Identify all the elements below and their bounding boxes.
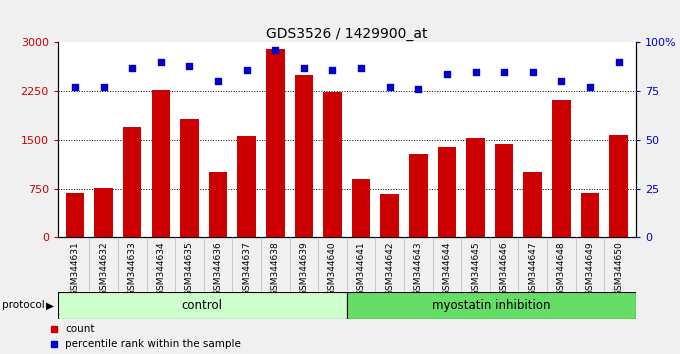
Title: GDS3526 / 1429900_at: GDS3526 / 1429900_at (266, 28, 428, 41)
Text: GSM344634: GSM344634 (156, 241, 165, 296)
Point (69, 84, 80, 90)
Point (327, 67, 338, 73)
Bar (58, 292, 347, 319)
Point (356, 65, 367, 70)
Bar (123, 127, 141, 237)
Point (528, 69, 539, 74)
Text: GSM344635: GSM344635 (185, 241, 194, 296)
Text: ▶: ▶ (46, 300, 54, 310)
Bar (409, 154, 428, 237)
Bar (266, 49, 284, 237)
Bar (180, 119, 199, 237)
Text: GSM344650: GSM344650 (614, 241, 623, 296)
Text: GSM344643: GSM344643 (414, 241, 423, 296)
Text: GSM344637: GSM344637 (242, 241, 251, 296)
Bar (581, 193, 599, 237)
Point (98, 84, 109, 90)
Text: percentile rank within the sample: percentile rank within the sample (65, 339, 241, 349)
Point (413, 86, 424, 92)
Text: protocol: protocol (2, 300, 45, 310)
Point (585, 84, 596, 90)
Bar (552, 100, 571, 237)
Bar (352, 179, 371, 237)
Text: myostatin inhibition: myostatin inhibition (432, 299, 551, 312)
Point (470, 69, 481, 74)
Point (126, 65, 137, 70)
Point (613, 59, 624, 65)
Point (498, 69, 509, 74)
Point (213, 79, 224, 84)
Bar (152, 90, 170, 237)
Text: GSM344633: GSM344633 (128, 241, 137, 296)
Text: GSM344645: GSM344645 (471, 241, 480, 296)
Text: GSM344631: GSM344631 (71, 241, 80, 296)
Text: GSM344632: GSM344632 (99, 241, 108, 296)
Bar (209, 172, 227, 237)
Bar (237, 136, 256, 237)
Text: GSM344638: GSM344638 (271, 241, 279, 296)
Text: GSM344647: GSM344647 (528, 241, 537, 296)
Text: GSM344639: GSM344639 (299, 241, 308, 296)
Text: GSM344646: GSM344646 (500, 241, 509, 296)
Bar (294, 75, 313, 237)
Point (384, 84, 395, 90)
Point (270, 47, 281, 53)
Point (299, 65, 309, 70)
Point (241, 67, 252, 73)
Bar (323, 92, 342, 237)
Text: control: control (182, 299, 223, 312)
Text: GSM344640: GSM344640 (328, 241, 337, 296)
Text: GSM344644: GSM344644 (443, 241, 452, 296)
Bar (347, 292, 636, 319)
Text: GSM344649: GSM344649 (585, 241, 594, 296)
Text: GSM344636: GSM344636 (214, 241, 222, 296)
Text: count: count (65, 324, 95, 333)
Point (155, 59, 166, 65)
Text: GSM344641: GSM344641 (356, 241, 366, 296)
Bar (495, 144, 513, 237)
Bar (609, 135, 628, 237)
Bar (524, 172, 542, 237)
Point (441, 71, 452, 76)
Point (184, 63, 195, 69)
Bar (95, 188, 113, 237)
Bar (438, 147, 456, 237)
Bar (466, 138, 485, 237)
Bar (380, 194, 399, 237)
Bar (66, 193, 84, 237)
Point (556, 79, 567, 84)
Text: GSM344648: GSM344648 (557, 241, 566, 296)
Text: GSM344642: GSM344642 (386, 241, 394, 296)
